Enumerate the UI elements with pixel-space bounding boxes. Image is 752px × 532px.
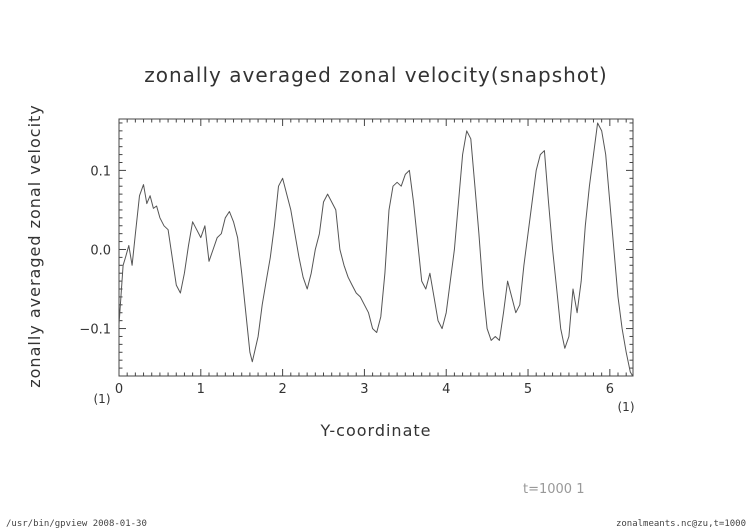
time-label: t=1000 1 [523,482,585,497]
x-tick-label: 1 [197,382,205,397]
x-axis-ticks: 0 1 2 3 4 5 6 [115,119,627,397]
footer-right: zonalmeants.nc@zu,t=1000 [615,519,746,529]
y-axis-ticks: −0.1 0.0 0.1 [79,122,633,377]
x-tick-label: 3 [360,382,368,397]
y-unit-label: (1) [618,400,635,414]
x-tick-label: 5 [524,382,532,397]
plot-frame [118,118,634,377]
series-layer [118,122,634,377]
chart-title: zonally averaged zonal velocity(snapshot… [144,63,607,87]
y-tick-label: 0.0 [90,243,111,258]
y-tick-label: 0.1 [90,164,111,179]
x-tick-label: 6 [606,382,614,397]
series-line [118,122,634,377]
y-tick-label: −0.1 [79,323,111,338]
x-unit-label: (1) [94,392,111,406]
y-axis-label: zonally averaged zonal velocity [25,104,44,388]
x-tick-label: 2 [278,382,286,397]
x-tick-label: 0 [115,382,123,397]
footer-left: /usr/bin/gpview 2008-01-30 [6,519,147,529]
x-tick-label: 4 [442,382,450,397]
x-axis-label: Y-coordinate [320,421,432,440]
